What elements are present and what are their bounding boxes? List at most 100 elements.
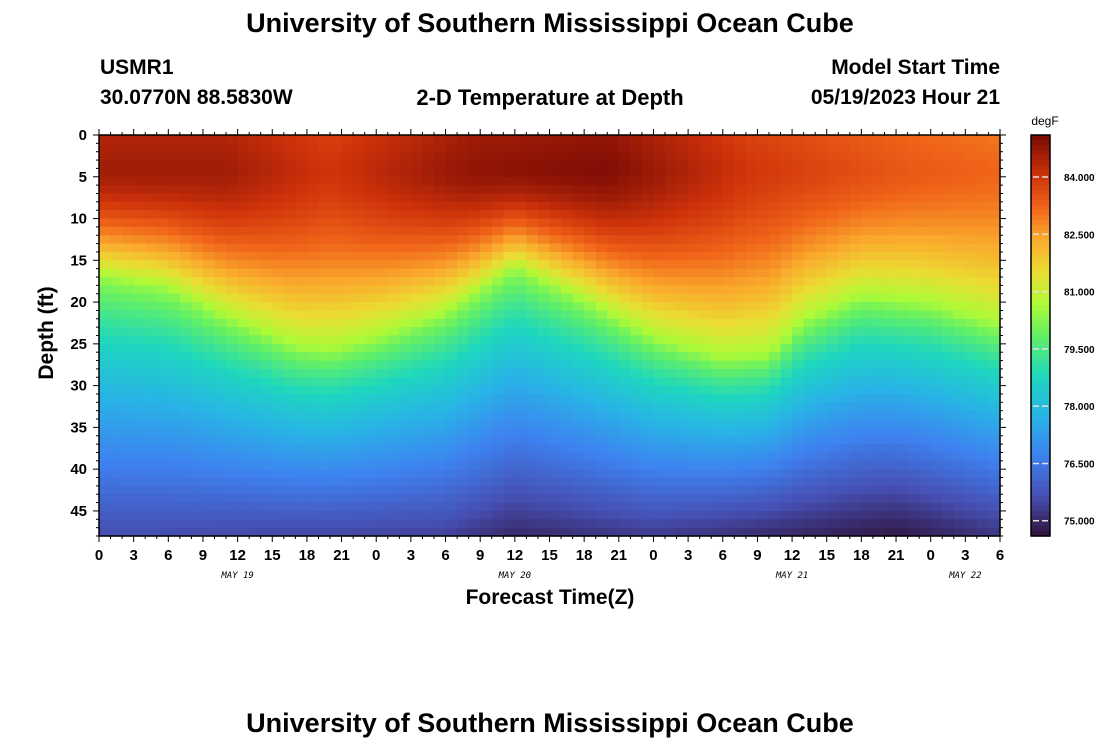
heatmap-cell [260, 160, 273, 170]
heatmap-cell [976, 151, 990, 161]
heatmap-cell [896, 477, 909, 487]
heatmap-cell [584, 160, 597, 170]
heatmap-cell [480, 360, 493, 370]
heatmap-cell [595, 502, 608, 512]
heatmap-cell [688, 477, 701, 487]
heatmap-cell [711, 185, 724, 195]
heatmap-cell [838, 360, 851, 370]
heatmap-cell [849, 377, 862, 387]
heatmap-cell [156, 285, 169, 295]
heatmap-cell [249, 310, 262, 320]
heatmap-cell [734, 352, 747, 362]
heatmap-cell [410, 519, 424, 529]
heatmap-cell [584, 452, 597, 462]
heatmap-cell [387, 268, 400, 278]
heatmap-cell [907, 360, 920, 370]
heatmap-cell [122, 402, 135, 412]
heatmap-cell [549, 318, 562, 328]
heatmap-cell [330, 327, 343, 337]
heatmap-cell [919, 243, 932, 253]
heatmap-cell [491, 460, 504, 470]
heatmap-cell [942, 502, 955, 512]
heatmap-cell [341, 460, 354, 470]
heatmap-cell [849, 460, 862, 470]
heatmap-cell [191, 393, 204, 403]
heatmap-cell [988, 485, 1001, 495]
heatmap-cell [214, 243, 227, 253]
x-tick-label: 0 [927, 547, 935, 564]
heatmap-cell [537, 393, 551, 403]
heatmap-cell [433, 251, 447, 261]
heatmap-cell [838, 143, 851, 153]
heatmap-cell [202, 210, 216, 220]
heatmap-cell [364, 143, 377, 153]
heatmap-cell [110, 176, 123, 186]
heatmap-cell [387, 360, 400, 370]
heatmap-cell [595, 385, 608, 395]
heatmap-cell [503, 352, 516, 362]
heatmap-cell [884, 210, 897, 220]
heatmap-cell [457, 193, 470, 203]
heatmap-cell [792, 393, 805, 403]
heatmap-cell [341, 452, 354, 462]
heatmap-cell [214, 519, 227, 529]
heatmap-cell [965, 251, 978, 261]
heatmap-cell [537, 469, 551, 479]
heatmap-cell [433, 218, 447, 228]
heatmap-cell [503, 393, 516, 403]
heatmap-cell [688, 352, 701, 362]
colorbar-swatch [1031, 330, 1050, 337]
heatmap-cell [214, 135, 227, 144]
heatmap-cell [133, 494, 146, 504]
heatmap-cell [549, 168, 562, 178]
heatmap-cell [757, 185, 770, 195]
heatmap-cell [745, 385, 759, 395]
heatmap-cell [572, 293, 585, 303]
heatmap-cell [99, 310, 112, 320]
heatmap-cell [306, 519, 320, 529]
colorbar-swatch [1031, 375, 1050, 382]
heatmap-cell [445, 193, 458, 203]
heatmap-cell [272, 519, 285, 529]
heatmap-cell [549, 502, 562, 512]
heatmap-cell [722, 435, 735, 445]
heatmap-cell [202, 135, 216, 144]
heatmap-cell [122, 494, 135, 504]
heatmap-cell [191, 477, 204, 487]
heatmap-cell [526, 176, 539, 186]
heatmap-cell [110, 485, 123, 495]
heatmap-cell [514, 185, 527, 195]
heatmap-cell [953, 143, 966, 153]
heatmap-cell [249, 226, 262, 236]
heatmap-cell [561, 444, 574, 454]
heatmap-cell [976, 427, 990, 437]
heatmap-cell [584, 419, 597, 428]
heatmap-cell [815, 302, 828, 312]
heatmap-cell [226, 510, 239, 520]
heatmap-cell [711, 444, 724, 454]
heatmap-cell [803, 335, 816, 345]
heatmap-cell [468, 435, 481, 445]
heatmap-cell [445, 143, 458, 153]
heatmap-cell [641, 335, 655, 345]
heatmap-cell [399, 251, 412, 261]
heatmap-cell [156, 235, 169, 245]
heatmap-cell [630, 368, 643, 378]
heatmap-cell [826, 160, 839, 170]
heatmap-cell [445, 226, 458, 236]
heatmap-cell [376, 318, 389, 328]
heatmap-cell [595, 410, 608, 420]
heatmap-cell [676, 368, 689, 378]
heatmap-cell [780, 393, 793, 403]
heatmap-cell [468, 419, 481, 428]
heatmap-cell [468, 377, 481, 387]
heatmap-cell [838, 277, 851, 286]
heatmap-cell [549, 352, 562, 362]
heatmap-cell [930, 444, 943, 454]
heatmap-cell [526, 135, 539, 144]
heatmap-cell [711, 452, 724, 462]
heatmap-cell [191, 310, 204, 320]
heatmap-cell [306, 510, 320, 520]
colorbar-swatch [1031, 275, 1050, 281]
heatmap-cell [457, 143, 470, 153]
